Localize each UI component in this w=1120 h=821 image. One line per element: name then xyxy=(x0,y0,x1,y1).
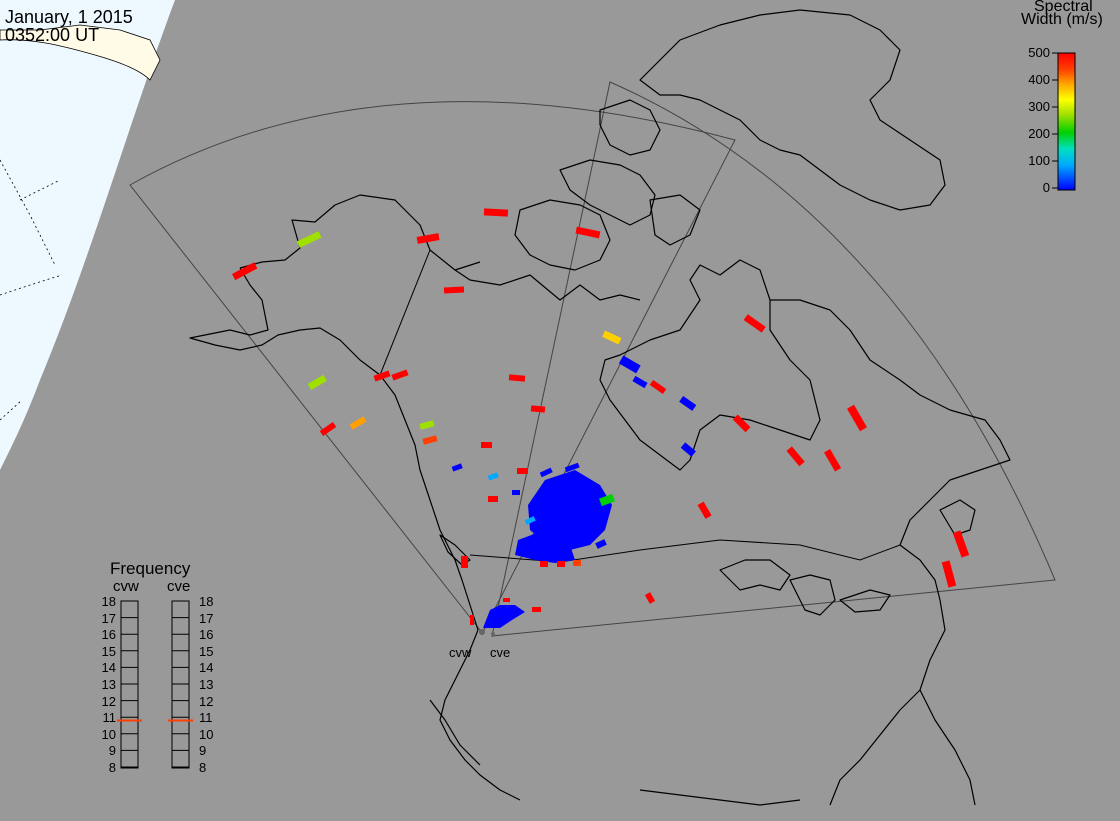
frequency-tick-label-right: 8 xyxy=(199,760,207,775)
frequency-tick-label-left: 10 xyxy=(101,726,116,742)
fov-outlines xyxy=(129,81,1056,637)
frequency-tick-label-left: 11 xyxy=(102,710,117,726)
colorbar-tick-label: 500 xyxy=(1028,45,1050,60)
daylight-region xyxy=(0,0,175,470)
fov-cve xyxy=(491,81,1056,637)
cell-cluster-main xyxy=(528,470,612,550)
radar-site-cve xyxy=(491,632,495,636)
colorbar-title-line2: Width (m/s) xyxy=(1021,11,1103,28)
radar-sites xyxy=(479,629,495,636)
frequency-tick-label-right: 9 xyxy=(199,743,207,759)
frequency-tick-label-left: 9 xyxy=(108,743,116,759)
frequency-label-cvw: cvw xyxy=(113,578,139,595)
colorbar-tick-label: 100 xyxy=(1028,153,1050,168)
frequency-title: Frequency xyxy=(110,559,191,578)
daylight-land xyxy=(0,24,161,81)
frequency-tick-label-left: 8 xyxy=(108,760,116,775)
colorbar-title-line1: Spectral xyxy=(1034,0,1093,15)
colorbar-tick-label: 300 xyxy=(1028,99,1050,114)
radar-site-cvw xyxy=(479,629,485,635)
radar-label-cvw: cvw xyxy=(449,645,472,660)
frequency-tick-label-left: 17 xyxy=(101,610,116,626)
frequency-tick-label-right: 13 xyxy=(199,677,214,692)
date-label: January, 1 2015 xyxy=(5,7,133,27)
fov-cvw xyxy=(129,101,736,633)
frequency-tick-label-right: 17 xyxy=(199,610,214,626)
frequency-label-cve: cve xyxy=(167,578,191,595)
frequency-tick-label-left: 15 xyxy=(101,643,116,659)
spectral-width-cells xyxy=(231,208,970,628)
frequency-tick-label-right: 18 xyxy=(199,594,214,609)
frequency-panel-boxes xyxy=(117,600,193,769)
graticule xyxy=(0,159,63,421)
frequency-tick-label-right: 10 xyxy=(199,726,214,742)
colorbar xyxy=(1052,52,1076,191)
frequency-tick-label-left: 18 xyxy=(101,594,116,609)
frequency-tick-label-right: 12 xyxy=(199,693,214,709)
coastlines xyxy=(189,9,1011,806)
frequency-tick-label-left: 14 xyxy=(101,660,116,676)
borders xyxy=(379,249,901,563)
frequency-tick-label-right: 15 xyxy=(199,643,214,659)
colorbar-tick-label: 200 xyxy=(1028,126,1050,141)
radar-label-cve: cve xyxy=(490,645,511,660)
colorbar-tick-label: 400 xyxy=(1028,72,1050,87)
frequency-tick-label-right: 16 xyxy=(199,627,214,643)
frequency-tick-label-left: 13 xyxy=(101,677,116,692)
colorbar-gradient xyxy=(1057,52,1076,191)
cell-cluster-south xyxy=(515,530,575,563)
frequency-tick-label-right: 11 xyxy=(199,710,213,726)
colorbar-tick-label: 0 xyxy=(1042,180,1050,195)
frequency-tick-label-left: 12 xyxy=(101,693,116,709)
frequency-tick-label-right: 14 xyxy=(199,660,214,676)
frequency-tick-label-left: 16 xyxy=(101,627,116,643)
time-label: 0352:00 UT xyxy=(5,25,100,45)
